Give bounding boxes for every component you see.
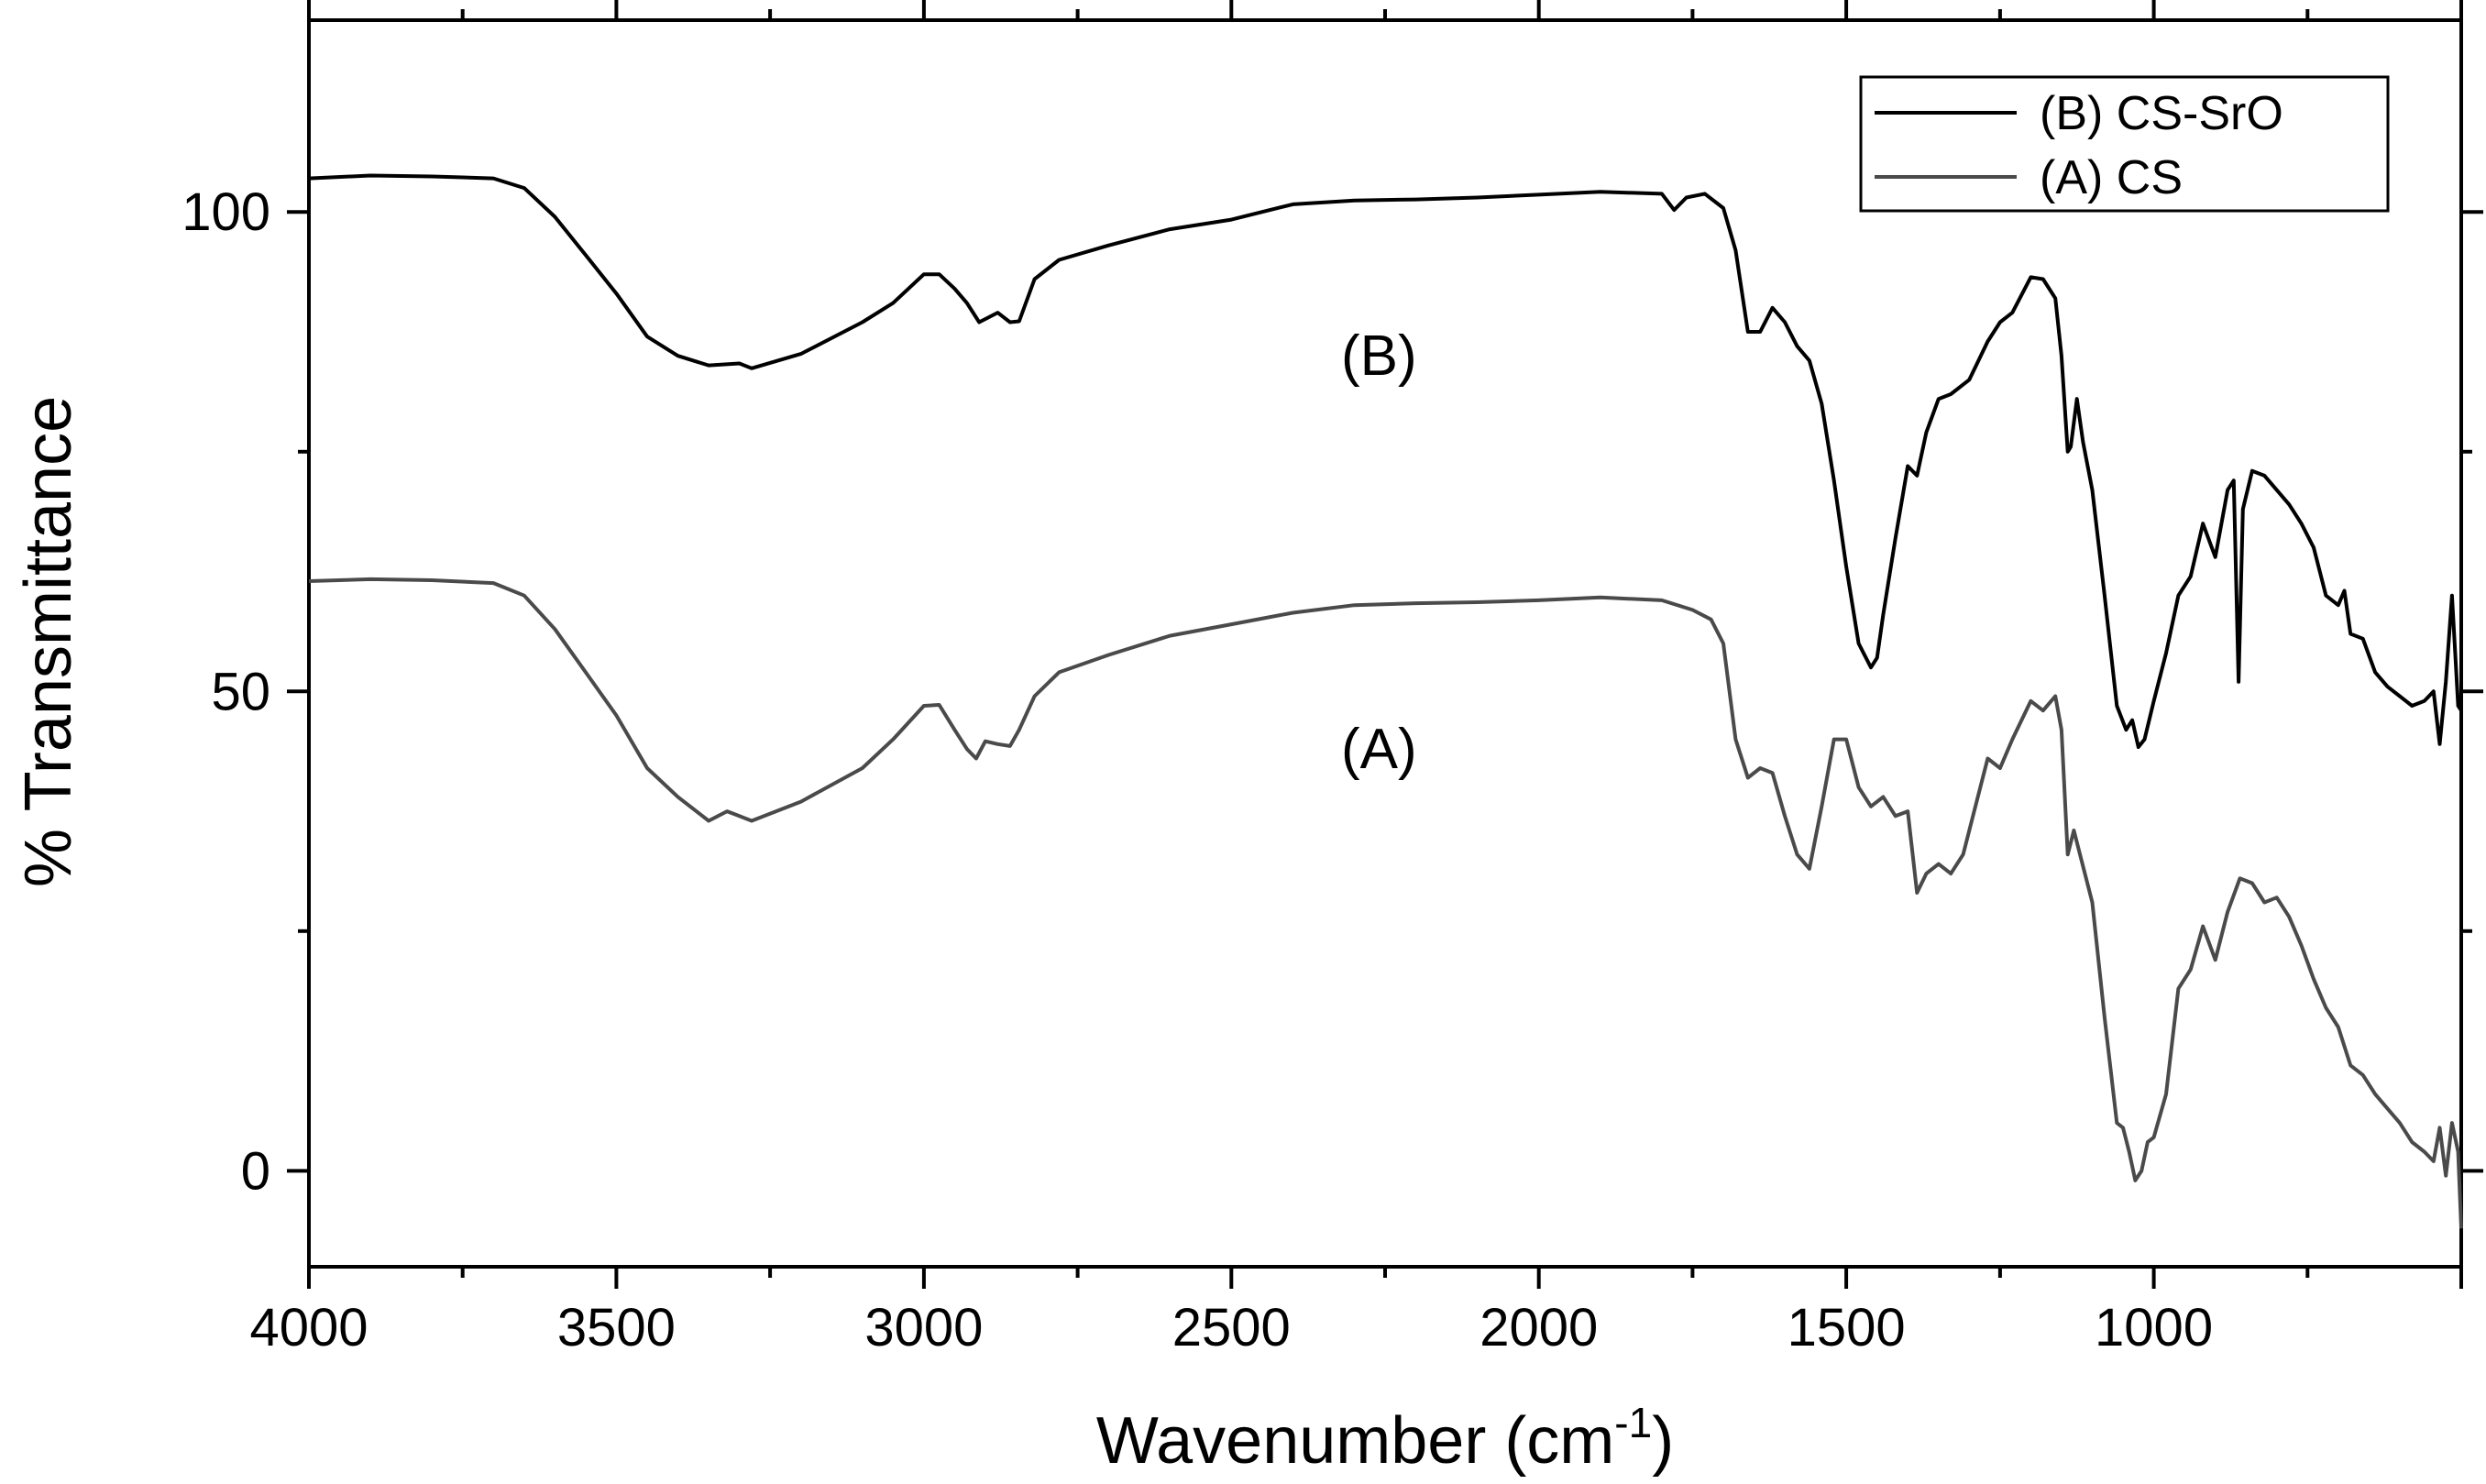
x-tick-label: 1000 [2095, 1298, 2213, 1358]
x-tick-label: 4000 [249, 1298, 368, 1358]
x-axis-ticks: 4000 3500 3000 2500 2000 1500 1000 [249, 0, 2463, 1358]
legend-label-cs: (A) CS [2040, 151, 2183, 204]
y-axis-ticks: 0 50 100 [182, 182, 2483, 1201]
legend-label-cs-sro: (B) CS-SrO [2040, 87, 2283, 140]
curve-annotation: (B) [1341, 324, 1417, 388]
x-tick-label: 3500 [557, 1298, 676, 1358]
x-axis-title: Wavenumber (cm-1) [1096, 1399, 1674, 1478]
legend-box [1859, 75, 2390, 213]
y-tick-label: 100 [182, 182, 270, 242]
x-tick-label: 2000 [1480, 1298, 1598, 1358]
spectra-lines [308, 173, 2463, 1229]
x-tick-label: 3000 [864, 1298, 983, 1358]
curve-annotation: (A) [1341, 718, 1417, 781]
x-tick-label: 1500 [1788, 1298, 1906, 1358]
y-axis-title: % Transmittance [12, 396, 85, 887]
y-tick-label: 0 [241, 1141, 270, 1201]
y-tick-label: 50 [211, 662, 270, 721]
legend: (B) CS-SrO (A) CS [1859, 75, 2390, 213]
series-line-cs [308, 577, 2463, 1229]
curve-annotations: (B) (A) [1341, 324, 1417, 781]
x-tick-label: 2500 [1172, 1298, 1291, 1358]
series-line-cs-sro [308, 173, 2463, 749]
